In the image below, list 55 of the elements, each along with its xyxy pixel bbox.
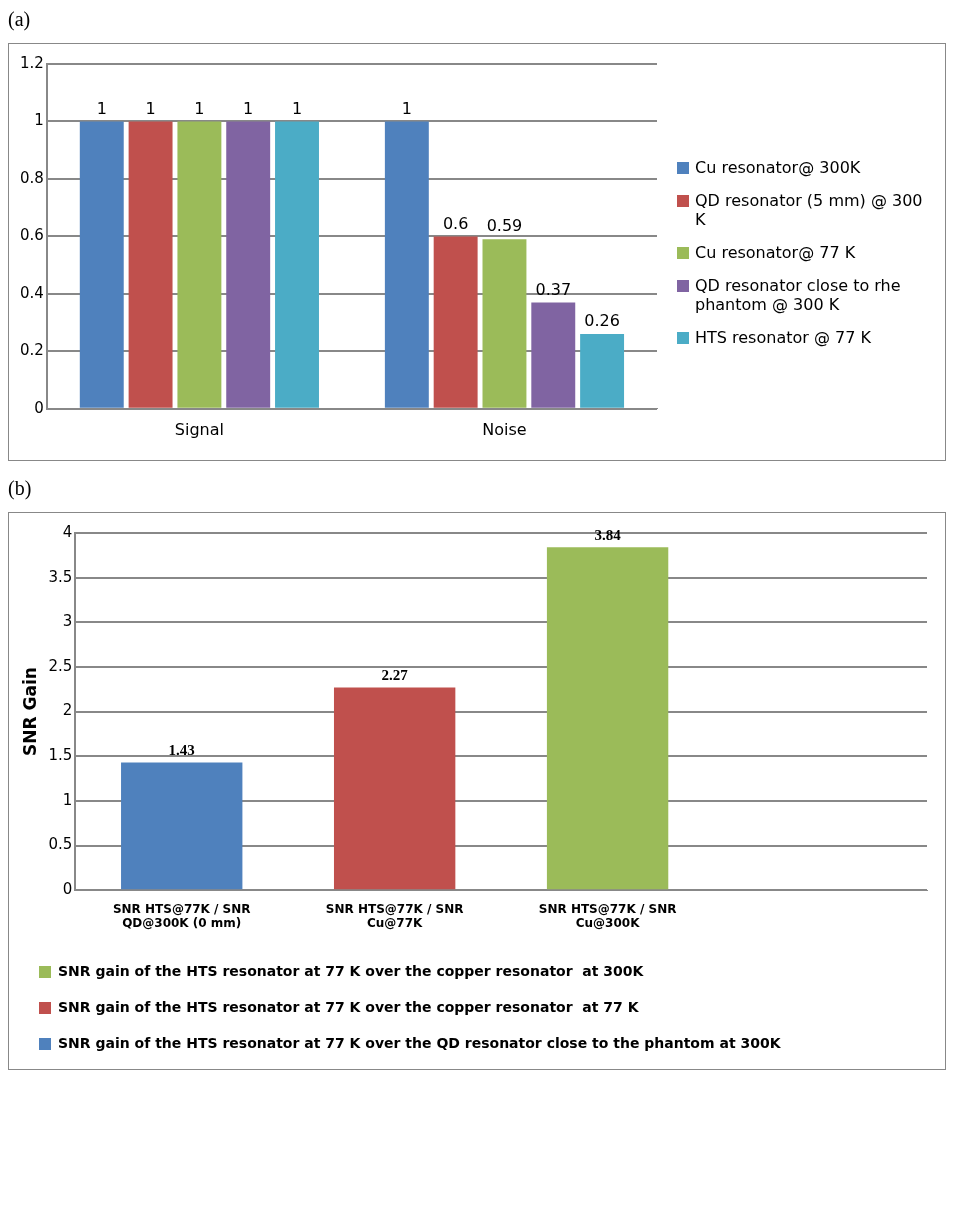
data-label: 1 bbox=[194, 98, 205, 118]
bar bbox=[482, 239, 527, 408]
legend-label: QD resonator (5 mm) @ 300 K bbox=[695, 190, 924, 229]
y-tick-label: 1.2 bbox=[20, 53, 44, 72]
y-tick-label: 0.8 bbox=[20, 168, 44, 187]
x-tick-label: Signal bbox=[174, 419, 224, 439]
y-tick-label: 0 bbox=[62, 880, 73, 899]
bar bbox=[580, 334, 625, 408]
y-tick-label: 3.5 bbox=[48, 567, 73, 586]
y-tick-label: 0.6 bbox=[20, 226, 44, 245]
bar bbox=[177, 121, 222, 408]
legend-label: Cu resonator@ 300K bbox=[695, 157, 861, 177]
data-label: 1.43 bbox=[168, 741, 195, 758]
y-tick-label: 4 bbox=[62, 522, 73, 541]
data-label: 1 bbox=[401, 98, 412, 118]
bar bbox=[531, 302, 576, 408]
chart-title: (b) bbox=[8, 477, 33, 500]
y-axis-title: SNR Gain bbox=[19, 667, 40, 757]
x-tick-label: SNR HTS@77K / SNR QD@300K (0 mm) bbox=[112, 901, 251, 930]
y-tick-label: 0.2 bbox=[20, 341, 44, 360]
y-tick-label: 0.4 bbox=[20, 283, 44, 302]
y-tick-label: 1 bbox=[62, 790, 73, 809]
data-label: 0.59 bbox=[486, 216, 523, 236]
legend-label: SNR gain of the HTS resonator at 77 K over the copper resonator at 77 K bbox=[58, 998, 640, 1015]
legend-label: SNR gain of the HTS resonator at 77 K over the QD resonator close to the phantom at 300K bbox=[58, 1034, 782, 1051]
legend-label: QD resonator close to rhe phantom @ 300 K bbox=[695, 275, 902, 314]
bar bbox=[384, 121, 429, 408]
data-label: 3.84 bbox=[594, 526, 622, 543]
x-tick-label: SNR HTS@77K / SNR Cu@300K bbox=[538, 901, 677, 930]
data-label: 1 bbox=[243, 98, 254, 118]
bar bbox=[275, 121, 319, 408]
data-label: 1 bbox=[96, 98, 107, 118]
bar bbox=[128, 121, 173, 408]
bar bbox=[79, 121, 124, 408]
data-label: 0.26 bbox=[584, 311, 620, 331]
data-label: 1 bbox=[145, 98, 156, 118]
y-tick-label: 0.5 bbox=[48, 835, 73, 854]
data-label: 1 bbox=[291, 98, 303, 118]
data-label: 0.37 bbox=[535, 279, 572, 299]
y-tick-label: 1 bbox=[34, 111, 44, 130]
data-label: 2.27 bbox=[381, 666, 409, 683]
legend-label: SNR gain of the HTS resonator at 77 K over the copper resonator at 300K bbox=[58, 962, 645, 979]
x-tick-label: SNR HTS@77K / SNR Cu@77K bbox=[325, 901, 464, 930]
y-tick-label: 2.5 bbox=[48, 656, 73, 675]
y-tick-label: 3 bbox=[62, 612, 73, 631]
legend-label: Cu resonator@ 77 K bbox=[695, 242, 856, 262]
chart-title: (a) bbox=[8, 8, 32, 31]
y-tick-label: 0 bbox=[34, 398, 44, 417]
legend-label: HTS resonator @ 77 K bbox=[695, 327, 871, 347]
y-tick-label: 2 bbox=[62, 701, 73, 720]
x-tick-label: Noise bbox=[482, 419, 527, 439]
y-tick-label: 1.5 bbox=[48, 746, 73, 765]
data-label: 0.6 bbox=[442, 213, 469, 233]
bar bbox=[433, 236, 478, 408]
bar bbox=[226, 121, 271, 408]
